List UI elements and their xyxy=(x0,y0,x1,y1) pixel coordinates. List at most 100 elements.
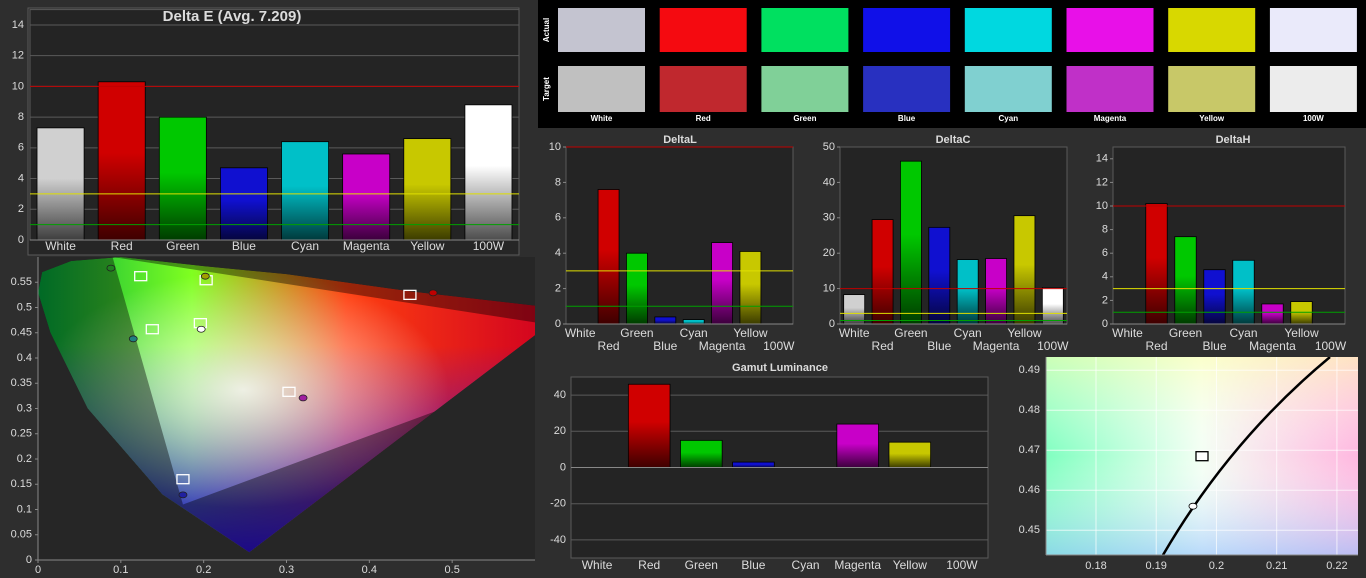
y-tick-label: 12 xyxy=(1096,176,1108,188)
y-tick-label: 30 xyxy=(823,212,835,224)
y-tick-label: 10 xyxy=(1096,200,1108,212)
actual-swatch xyxy=(863,8,951,52)
bar xyxy=(956,259,979,325)
target-swatch xyxy=(659,66,747,112)
x-tick-label: Cyan xyxy=(1229,326,1257,340)
x-tick-label: Yellow xyxy=(893,558,928,572)
actual-swatch xyxy=(1269,8,1357,52)
target-point xyxy=(145,324,159,335)
x-tick-label: 0.3 xyxy=(279,564,294,576)
swatch-label: Red xyxy=(696,114,711,123)
y-tick-label: 50 xyxy=(823,141,835,153)
bar xyxy=(680,439,723,468)
x-tick-label: Blue xyxy=(741,558,765,572)
bar xyxy=(1261,303,1284,325)
x-tick-label: Blue xyxy=(927,339,951,353)
swatch-label: 100W xyxy=(1303,114,1324,123)
x-tick-label: Magenta xyxy=(343,239,390,253)
swatch-label: Yellow xyxy=(1199,114,1225,123)
x-tick-label: 100W xyxy=(473,239,505,253)
bar xyxy=(682,319,705,325)
y-tick-label: -20 xyxy=(550,498,566,510)
measured-point xyxy=(1188,502,1198,510)
x-tick-label: 0.19 xyxy=(1146,560,1167,572)
swatch-label: White xyxy=(591,114,613,123)
y-tick-label: 14 xyxy=(1096,153,1108,165)
y-tick-label: 0.49 xyxy=(1019,364,1040,376)
bar xyxy=(464,104,513,241)
swatch-label: Magenta xyxy=(1094,114,1127,123)
y-tick-label: 8 xyxy=(555,176,561,188)
bar xyxy=(1041,287,1064,325)
bar xyxy=(711,242,733,325)
row-label: Target xyxy=(542,77,551,101)
y-tick-label: 10 xyxy=(823,283,835,295)
chart-title: Gamut Luminance xyxy=(732,362,828,374)
bar xyxy=(97,81,146,241)
x-tick-label: 100W xyxy=(1315,339,1347,353)
bar xyxy=(1145,203,1168,325)
target-swatch xyxy=(1269,66,1357,112)
y-tick-label: 20 xyxy=(554,425,566,437)
x-tick-label: White xyxy=(45,239,76,253)
x-tick-label: 0.4 xyxy=(362,564,377,576)
x-tick-label: Green xyxy=(620,326,653,340)
y-tick-label: 6 xyxy=(555,212,561,224)
y-tick-label: 0.45 xyxy=(11,327,32,339)
measured-point xyxy=(106,264,116,272)
y-tick-label: 2 xyxy=(1102,294,1108,306)
x-tick-label: Cyan xyxy=(954,326,982,340)
x-tick-label: Blue xyxy=(1202,339,1226,353)
x-tick-label: 0.1 xyxy=(113,564,128,576)
swatch-label: Blue xyxy=(898,114,916,123)
x-tick-label: 0.18 xyxy=(1085,560,1106,572)
x-tick-label: 0.5 xyxy=(445,564,460,576)
bar xyxy=(900,160,922,325)
y-tick-label: 0 xyxy=(555,318,561,330)
bar xyxy=(871,219,894,325)
chart-title: DeltaL xyxy=(663,134,697,146)
y-tick-label: 4 xyxy=(1102,271,1108,283)
bar xyxy=(597,189,620,325)
target-point xyxy=(1195,451,1209,462)
x-tick-label: Blue xyxy=(232,239,256,253)
x-tick-label: Magenta xyxy=(973,339,1020,353)
x-tick-label: Blue xyxy=(653,339,677,353)
target-swatch xyxy=(964,66,1052,112)
bar xyxy=(843,294,866,325)
measured-point xyxy=(178,491,188,499)
x-tick-label: Yellow xyxy=(733,326,768,340)
x-tick-label: Green xyxy=(685,558,718,572)
chart-title: Delta E (Avg. 7.209) xyxy=(163,8,302,25)
target-swatch xyxy=(761,66,849,112)
x-tick-label: Magenta xyxy=(699,339,746,353)
x-tick-label: Cyan xyxy=(792,558,820,572)
x-tick-label: 0.21 xyxy=(1266,560,1287,572)
measured-point xyxy=(298,394,308,402)
bar xyxy=(342,153,391,241)
y-tick-label: 40 xyxy=(823,176,835,188)
bar xyxy=(626,252,648,325)
y-tick-label: 0 xyxy=(18,234,24,246)
y-tick-label: 10 xyxy=(12,80,24,92)
y-tick-label: 8 xyxy=(18,111,24,123)
swatch-label: Green xyxy=(793,114,816,123)
bar xyxy=(220,167,268,241)
bar xyxy=(1013,215,1036,325)
x-tick-label: Yellow xyxy=(1007,326,1042,340)
y-tick-label: 0.15 xyxy=(11,478,32,490)
measured-point xyxy=(200,272,210,280)
bar xyxy=(836,423,879,468)
y-tick-label: 0 xyxy=(560,461,566,473)
y-tick-label: 20 xyxy=(823,247,835,259)
y-tick-label: 14 xyxy=(12,19,24,31)
y-tick-label: 0.48 xyxy=(1019,404,1040,416)
planckian-locus xyxy=(1161,357,1331,555)
y-tick-label: 0.46 xyxy=(1019,484,1040,496)
bar xyxy=(985,258,1007,325)
x-tick-label: Cyan xyxy=(291,239,319,253)
x-tick-label: Green xyxy=(1169,326,1202,340)
y-tick-label: 0.25 xyxy=(11,428,32,440)
gamut-fill xyxy=(38,257,535,553)
x-tick-label: Red xyxy=(598,339,620,353)
